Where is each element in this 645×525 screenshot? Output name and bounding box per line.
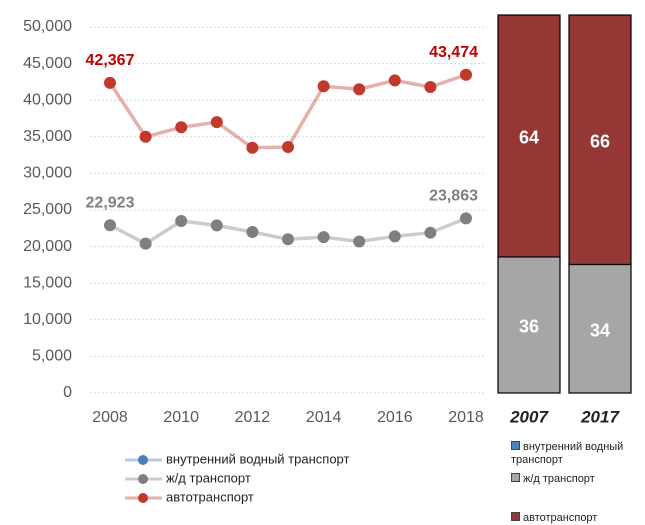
bar-segment: [568, 14, 632, 266]
data-point: [246, 225, 259, 238]
data-point: [424, 226, 437, 239]
x-tick-label: 2012: [235, 409, 271, 426]
y-tick-label: 15,000: [23, 274, 72, 291]
data-label: 36: [519, 317, 539, 337]
legend-item: автотранспорт: [511, 512, 645, 525]
data-point: [388, 230, 401, 243]
data-point: [460, 212, 472, 225]
y-tick-label: 0: [63, 384, 72, 401]
bar-segment: [568, 263, 632, 394]
x-tick-label: 2018: [448, 409, 484, 426]
data-label: 43,474: [429, 44, 478, 61]
data-point: [210, 219, 223, 232]
y-tick-label: 5,000: [32, 348, 72, 365]
data-label: 66: [590, 131, 610, 151]
data-point: [424, 81, 437, 94]
data-point: [353, 83, 366, 96]
legend-item: внутренний водный транспорт: [511, 441, 645, 467]
y-tick-label: 20,000: [23, 238, 72, 255]
y-tick-label: 45,000: [23, 55, 72, 72]
data-point: [353, 235, 366, 248]
legend-marker: [138, 493, 148, 503]
data-point: [246, 141, 259, 154]
data-label: 64: [519, 128, 539, 148]
data-point: [175, 214, 188, 227]
legend-marker: [138, 474, 148, 484]
x-tick-label: 2014: [306, 409, 342, 426]
data-point: [317, 80, 330, 93]
data-label: 23,863: [429, 188, 478, 205]
data-point: [104, 219, 116, 232]
legend-swatch: [511, 473, 520, 482]
legend-label: внутренний водный транспорт: [166, 451, 349, 466]
data-label: 42,367: [86, 52, 135, 69]
bar-segment: [497, 256, 561, 394]
legend-swatch: [511, 441, 520, 450]
x-tick-label: 2017: [580, 407, 620, 426]
y-tick-label: 35,000: [23, 128, 72, 145]
data-point: [388, 74, 401, 87]
x-tick-label: 2016: [377, 409, 413, 426]
legend-label: автотранспорт: [166, 489, 254, 504]
data-point: [282, 141, 294, 154]
data-label: 34: [590, 320, 610, 340]
y-tick-label: 40,000: [23, 91, 72, 108]
data-point: [104, 76, 116, 89]
legend-marker: [138, 455, 148, 465]
legend-item: ж/д транспорт: [511, 473, 645, 486]
legend-label: ж/д транспорт: [166, 470, 251, 485]
x-tick-label: 2010: [163, 409, 199, 426]
data-point: [139, 237, 152, 250]
legend-label: автотранспорт: [523, 512, 598, 524]
y-tick-label: 50,000: [23, 18, 72, 35]
x-tick-label: 2007: [509, 407, 549, 426]
data-point: [460, 68, 472, 81]
data-point: [210, 116, 223, 129]
bar-segment: [497, 14, 561, 258]
y-tick-label: 25,000: [23, 201, 72, 218]
data-point: [317, 231, 330, 244]
legend-label: ж/д транспорт: [523, 473, 595, 485]
x-tick-label: 2008: [92, 409, 128, 426]
data-point: [282, 233, 294, 246]
legend-label: внутренний водный транспорт: [511, 441, 624, 466]
data-label: 22,923: [86, 194, 135, 211]
y-tick-label: 30,000: [23, 165, 72, 182]
data-point: [175, 121, 188, 134]
y-tick-label: 10,000: [23, 311, 72, 328]
data-point: [139, 130, 152, 143]
